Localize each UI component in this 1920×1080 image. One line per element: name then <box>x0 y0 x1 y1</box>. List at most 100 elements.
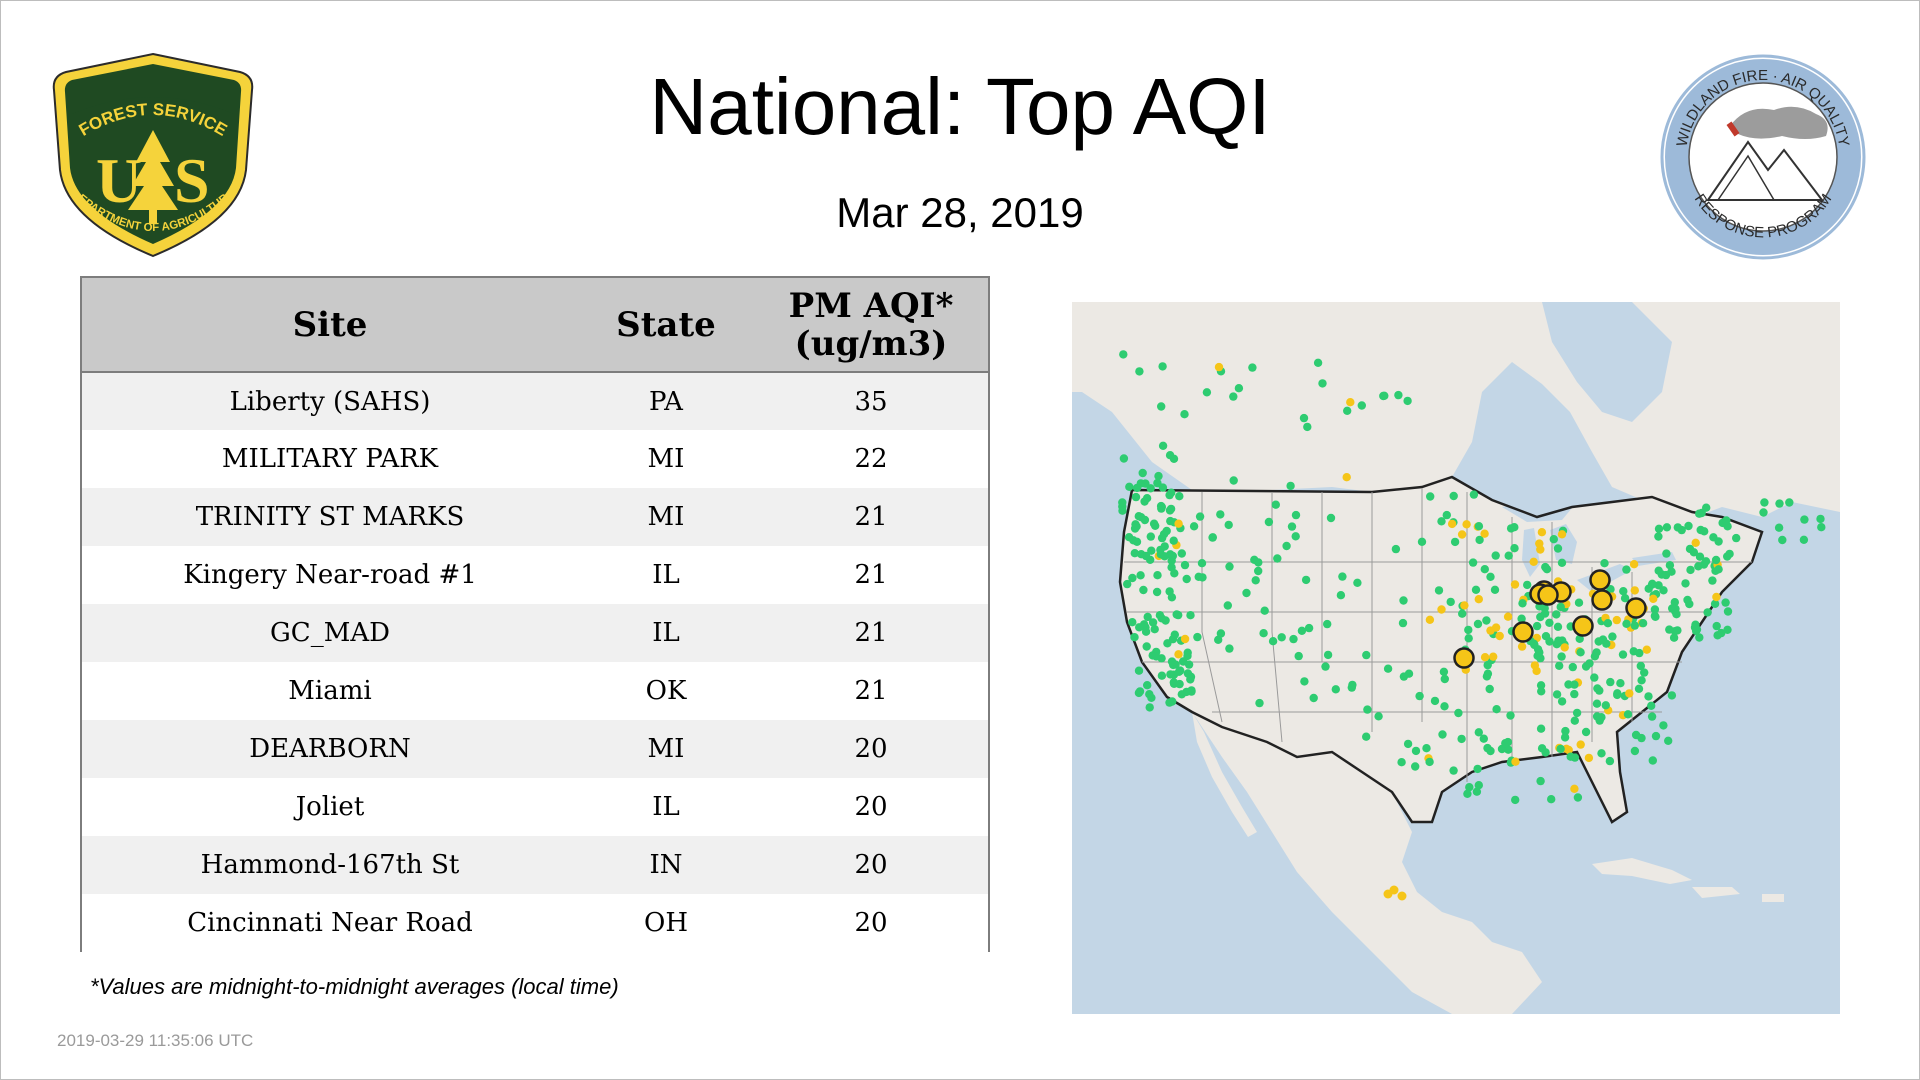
site-dot <box>1570 680 1579 689</box>
site-dot <box>1438 730 1447 739</box>
site-dot <box>1137 550 1146 559</box>
pine-tree-icon <box>128 130 178 224</box>
site-dot <box>1323 650 1333 660</box>
site-dot <box>1158 441 1168 450</box>
site-dot <box>1552 690 1562 699</box>
site-dot <box>1562 744 1571 753</box>
site-dot <box>1449 491 1458 501</box>
site-dot <box>1180 410 1189 419</box>
site-dot <box>1248 363 1257 372</box>
site-dot <box>1318 379 1327 388</box>
site-dot <box>1651 612 1660 621</box>
site-dot <box>1336 591 1346 600</box>
site-dot <box>1595 716 1604 725</box>
site-dot <box>1630 621 1639 630</box>
site-dot <box>1397 758 1406 767</box>
site-dot <box>1160 542 1169 551</box>
site-dot <box>1634 684 1644 693</box>
site-dot <box>1800 515 1809 524</box>
site-dot <box>1622 619 1631 628</box>
cell-state: PA <box>649 386 683 417</box>
site-dot <box>1449 766 1458 775</box>
site-dot <box>1255 698 1264 708</box>
site-dot <box>1189 522 1199 531</box>
site-dot <box>1136 479 1145 488</box>
site-dot <box>1595 686 1604 695</box>
site-dot <box>1437 605 1446 614</box>
site-dot <box>1170 630 1179 639</box>
site-dot <box>1268 637 1278 646</box>
site-dot <box>1463 789 1472 798</box>
cell-pm-aqi: 20 <box>854 908 888 938</box>
site-dot <box>1473 764 1482 774</box>
site-dot <box>1486 626 1495 635</box>
site-dot <box>1130 633 1139 642</box>
site-dot <box>1119 454 1129 463</box>
site-dot <box>1303 422 1312 432</box>
table-row: Cincinnati Near Road OH 20 <box>82 894 988 952</box>
site-dot <box>1570 753 1580 762</box>
site-dot <box>1723 625 1732 634</box>
site-dot <box>1177 549 1186 558</box>
site-dot <box>1480 653 1490 662</box>
site-dot <box>1573 793 1583 802</box>
site-dot <box>1662 523 1672 532</box>
site-dot <box>1157 402 1166 411</box>
site-dot <box>1208 533 1217 542</box>
site-dot <box>1560 733 1570 742</box>
site-dot <box>1174 519 1183 528</box>
site-dot <box>1568 662 1577 672</box>
site-dot <box>1140 497 1149 506</box>
site-dot <box>1155 611 1165 620</box>
state-line <box>1201 492 1223 723</box>
site-dot <box>1397 891 1407 901</box>
site-dot <box>1778 535 1787 545</box>
site-dot <box>1631 730 1641 740</box>
site-dot <box>1300 677 1309 686</box>
site-dot <box>1695 552 1705 561</box>
site-dot <box>1286 481 1295 491</box>
site-dot <box>1128 573 1137 583</box>
site-dot <box>1799 535 1809 544</box>
site-dot <box>1130 524 1140 533</box>
site-dot <box>1483 660 1492 670</box>
site-dot <box>1584 753 1594 763</box>
site-dot <box>1616 679 1625 688</box>
site-dot <box>1291 510 1301 520</box>
cell-site: Liberty (SAHS) <box>229 386 431 417</box>
site-dot <box>1309 693 1318 703</box>
site-dot <box>1131 492 1141 502</box>
cell-site: Miami <box>288 676 372 706</box>
site-dot <box>1503 612 1513 621</box>
site-dot <box>1590 673 1599 682</box>
site-dot <box>1118 498 1127 507</box>
site-dot <box>1695 509 1704 518</box>
site-dot <box>1138 468 1147 478</box>
site-dot <box>1541 748 1550 757</box>
site-dot <box>1135 687 1145 696</box>
site-dot <box>1465 783 1474 792</box>
site-dot <box>1647 712 1657 721</box>
site-dots <box>1118 350 1826 901</box>
site-dot <box>1403 396 1412 406</box>
site-dot <box>1540 609 1550 618</box>
site-dot <box>1362 732 1371 741</box>
site-dot <box>1234 384 1244 393</box>
site-dot <box>1774 523 1784 532</box>
site-dot <box>1260 606 1269 615</box>
site-dot <box>1167 593 1177 602</box>
aqi-site-map <box>1072 302 1840 1014</box>
site-dot <box>1681 579 1690 588</box>
cell-site: Hammond-167th St <box>200 850 460 880</box>
site-dot <box>1176 666 1185 675</box>
site-dot <box>1187 687 1196 696</box>
cell-state: MI <box>647 734 685 764</box>
footnote: *Values are midnight-to-midnight average… <box>90 974 619 999</box>
site-dot <box>1557 652 1566 661</box>
cell-pm-aqi: 20 <box>854 792 888 822</box>
site-dot <box>1119 350 1128 359</box>
site-dot <box>1561 726 1570 736</box>
site-dot <box>1147 693 1156 702</box>
table-row: Liberty (SAHS) PA 35 <box>82 372 988 430</box>
site-dot <box>1581 727 1591 737</box>
